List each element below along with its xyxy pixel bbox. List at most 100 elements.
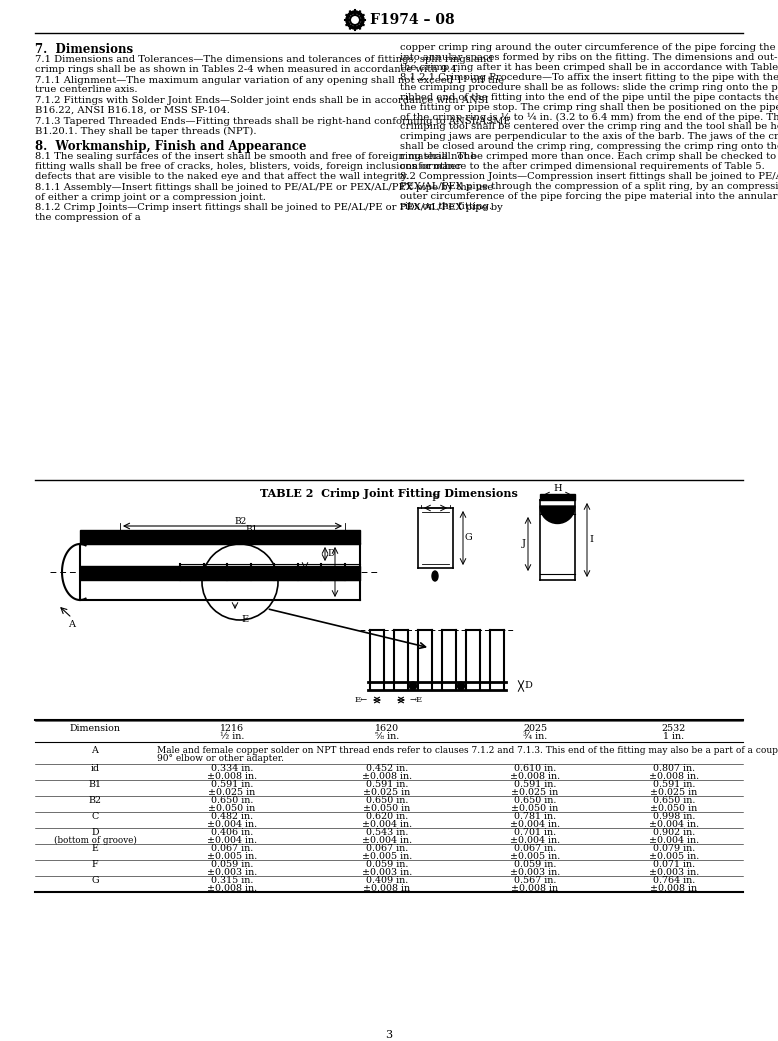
Text: 0.902 in.: 0.902 in. — [653, 828, 695, 837]
Text: 0.610 in.: 0.610 in. — [514, 764, 556, 773]
Text: 0.567 in.: 0.567 in. — [513, 875, 556, 885]
Text: B16.22, ANSI B16.18, or MSS SP-104.: B16.22, ANSI B16.18, or MSS SP-104. — [35, 106, 230, 115]
Text: the crimping procedure shall be as follows: slide the crimp ring onto the pipe, : the crimping procedure shall be as follo… — [400, 83, 778, 93]
Text: D: D — [327, 550, 335, 559]
Text: ±0.050 in: ±0.050 in — [363, 804, 411, 813]
Text: 3: 3 — [385, 1030, 393, 1040]
Text: 0.067 in.: 0.067 in. — [514, 844, 556, 853]
Text: J: J — [522, 539, 526, 549]
Text: ¾ in.: ¾ in. — [523, 732, 547, 741]
Text: ribbed end of the fitting into the end of the pipe until the pipe contacts the s: ribbed end of the fitting into the end o… — [400, 93, 778, 102]
Text: ±0.004 in.: ±0.004 in. — [510, 820, 560, 829]
Text: 7.1 Dimensions and Tolerances—The dimensions and tolerances of fittings, split r: 7.1 Dimensions and Tolerances—The dimens… — [35, 55, 492, 64]
Text: 0.452 in.: 0.452 in. — [366, 764, 408, 773]
Text: B1: B1 — [245, 525, 258, 534]
Text: ±0.025 in: ±0.025 in — [650, 788, 698, 797]
Text: ±0.008 in.: ±0.008 in. — [649, 772, 699, 781]
Text: defects that are visible to the naked eye and that affect the wall integrity.: defects that are visible to the naked ey… — [35, 172, 408, 181]
Text: ±0.008 in: ±0.008 in — [363, 884, 411, 893]
Bar — [80, 530, 360, 544]
Text: 0.781 in.: 0.781 in. — [514, 812, 556, 821]
Text: the crimp ring after it has been crimped shall be in accordance with Table 5.: the crimp ring after it has been crimped… — [400, 62, 778, 72]
Text: H: H — [553, 484, 562, 493]
Text: G: G — [91, 875, 99, 885]
Text: ±0.025 in: ±0.025 in — [511, 788, 559, 797]
Text: A: A — [92, 746, 99, 755]
Text: C: C — [91, 812, 99, 821]
Text: 0.059 in.: 0.059 in. — [211, 860, 253, 869]
Text: C: C — [337, 567, 344, 577]
Text: E←: E← — [355, 696, 368, 704]
Ellipse shape — [432, 572, 438, 581]
Text: 0.067 in.: 0.067 in. — [211, 844, 253, 853]
Text: 0.591 in.: 0.591 in. — [653, 780, 696, 789]
Text: ±0.008 in.: ±0.008 in. — [510, 772, 560, 781]
Wedge shape — [540, 506, 575, 524]
Text: 0.591 in.: 0.591 in. — [513, 780, 556, 789]
Text: the compression of a: the compression of a — [35, 213, 141, 222]
Text: 1 in.: 1 in. — [664, 732, 685, 741]
Text: 0.807 in.: 0.807 in. — [653, 764, 695, 773]
Text: B2: B2 — [234, 517, 247, 526]
Text: ±0.008 in: ±0.008 in — [650, 884, 698, 893]
Text: D: D — [524, 682, 532, 690]
Text: crimping tool shall be centered over the crimp ring and the tool shall be held s: crimping tool shall be centered over the… — [400, 123, 778, 131]
Text: shall be closed around the crimp ring, compressing the crimp ring onto the pipe.: shall be closed around the crimp ring, c… — [400, 142, 778, 151]
Text: PEX/AL/PEX pipe through the compression of a split ring, by an compression nut, : PEX/AL/PEX pipe through the compression … — [400, 182, 778, 192]
Text: 0.650 in.: 0.650 in. — [653, 796, 696, 805]
Text: ±0.025 in: ±0.025 in — [209, 788, 256, 797]
Text: 1620: 1620 — [375, 723, 399, 733]
Text: 0.409 in.: 0.409 in. — [366, 875, 408, 885]
Text: 0.334 in.: 0.334 in. — [211, 764, 253, 773]
Text: crimp rings shall be as shown in Tables 2-4 when measured in accordance with 9.4: crimp rings shall be as shown in Tables … — [35, 65, 460, 74]
Text: 0.650 in.: 0.650 in. — [513, 796, 556, 805]
Text: ±0.003 in.: ±0.003 in. — [510, 868, 560, 877]
Text: ±0.004 in.: ±0.004 in. — [207, 820, 257, 829]
Text: 8.1.1 Assembly—Insert fittings shall be joined to PE/AL/PE or PEX/AL/PEX pipe by: 8.1.1 Assembly—Insert fittings shall be … — [35, 183, 493, 192]
Text: 0.482 in.: 0.482 in. — [211, 812, 253, 821]
Text: 2025: 2025 — [523, 723, 547, 733]
Text: outer circumference of the pipe forcing the pipe material into the annular space: outer circumference of the pipe forcing … — [400, 192, 778, 201]
Text: 0.591 in.: 0.591 in. — [211, 780, 253, 789]
Text: ±0.025 in: ±0.025 in — [363, 788, 411, 797]
Text: 7.1.3 Tapered Threaded Ends—Fitting threads shall be right-hand conforming to AN: 7.1.3 Tapered Threaded Ends—Fitting thre… — [35, 117, 510, 126]
Text: 0.406 in.: 0.406 in. — [211, 828, 253, 837]
Text: ±0.004 in.: ±0.004 in. — [510, 836, 560, 845]
Text: Male and female copper solder on NPT thread ends refer to clauses 7.1.2 and 7.1.: Male and female copper solder on NPT thr… — [157, 746, 778, 755]
Text: 7.1.2 Fittings with Solder Joint Ends—Solder joint ends shall be in accordance w: 7.1.2 Fittings with Solder Joint Ends—So… — [35, 96, 489, 105]
Text: B2: B2 — [89, 796, 101, 805]
Text: true centerline axis.: true centerline axis. — [35, 85, 138, 95]
Text: →E: →E — [410, 696, 423, 704]
Text: F: F — [432, 494, 439, 503]
Text: 0.650 in.: 0.650 in. — [211, 796, 253, 805]
Text: 0.059 in.: 0.059 in. — [366, 860, 408, 869]
Text: ±0.050 in: ±0.050 in — [209, 804, 256, 813]
Text: TABLE 2  Crimp Joint Fitting Dimensions: TABLE 2 Crimp Joint Fitting Dimensions — [260, 488, 518, 499]
Text: F1974 – 08: F1974 – 08 — [370, 12, 454, 27]
Text: ±0.004 in.: ±0.004 in. — [362, 836, 412, 845]
Text: 0.701 in.: 0.701 in. — [514, 828, 556, 837]
Text: ring shall not be crimped more than once. Each crimp shall be checked to determi: ring shall not be crimped more than once… — [400, 152, 778, 160]
Text: 0.059 in.: 0.059 in. — [513, 860, 556, 869]
Text: ±0.050 in: ±0.050 in — [650, 804, 698, 813]
Text: crimping jaws are perpendicular to the axis of the barb. The jaws of the crimpin: crimping jaws are perpendicular to the a… — [400, 132, 778, 142]
Text: id: id — [90, 764, 100, 773]
Text: ½ in.: ½ in. — [220, 732, 244, 741]
Text: 8.1.2.1 Crimping Procedure—To affix the insert fitting to the pipe with the crim: 8.1.2.1 Crimping Procedure—To affix the … — [400, 74, 778, 82]
Text: A: A — [68, 620, 75, 629]
Text: ±0.008 in.: ±0.008 in. — [362, 772, 412, 781]
Text: D: D — [91, 828, 99, 837]
Text: ±0.004 in.: ±0.004 in. — [362, 820, 412, 829]
Text: 0.620 in.: 0.620 in. — [366, 812, 408, 821]
Text: ±0.004 in.: ±0.004 in. — [649, 836, 699, 845]
Text: G: G — [465, 533, 473, 542]
Text: E: E — [92, 844, 99, 853]
Text: ±0.004 in.: ±0.004 in. — [207, 836, 257, 845]
Ellipse shape — [457, 682, 464, 690]
Text: ±0.008 in.: ±0.008 in. — [207, 772, 257, 781]
Bar — [540, 494, 575, 500]
Text: 7.  Dimensions: 7. Dimensions — [35, 43, 133, 56]
Text: fitting walls shall be free of cracks, holes, blisters, voids, foreign inclusion: fitting walls shall be free of cracks, h… — [35, 162, 461, 171]
Text: ±0.004 in.: ±0.004 in. — [649, 820, 699, 829]
Text: B1.20.1. They shall be taper threads (NPT).: B1.20.1. They shall be taper threads (NP… — [35, 127, 257, 135]
